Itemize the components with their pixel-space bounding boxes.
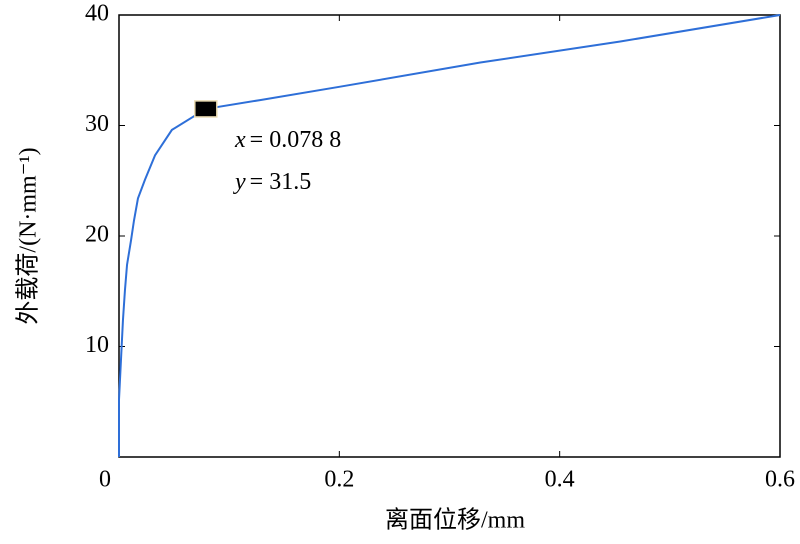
y-tick-label: 10 <box>85 332 109 358</box>
annotation-text: = 0.078 8 <box>250 127 342 153</box>
annotation-text: = 31.5 <box>250 169 312 195</box>
y-tick-label: 40 <box>85 1 109 27</box>
data-line <box>118 14 781 457</box>
x-tick-label: 0.4 <box>545 467 575 493</box>
annotation: x = 0.078 8 <box>234 127 341 153</box>
y-tick-label: 30 <box>85 111 109 137</box>
y-tick-label: 20 <box>85 222 109 248</box>
y-axis-label: 外载荷/(N·mm⁻¹) <box>15 147 42 324</box>
x-axis-label: 离面位移/mm <box>385 507 525 534</box>
x-tick-label: 0 <box>99 467 111 493</box>
x-tick-label: 0.6 <box>765 467 795 493</box>
point-marker <box>194 100 218 118</box>
x-tick-label: 0.2 <box>324 467 354 493</box>
annotation-variable: x <box>234 127 246 153</box>
annotation: y = 31.5 <box>233 169 311 195</box>
plot-frame <box>118 14 781 458</box>
annotation-variable: y <box>233 169 246 195</box>
